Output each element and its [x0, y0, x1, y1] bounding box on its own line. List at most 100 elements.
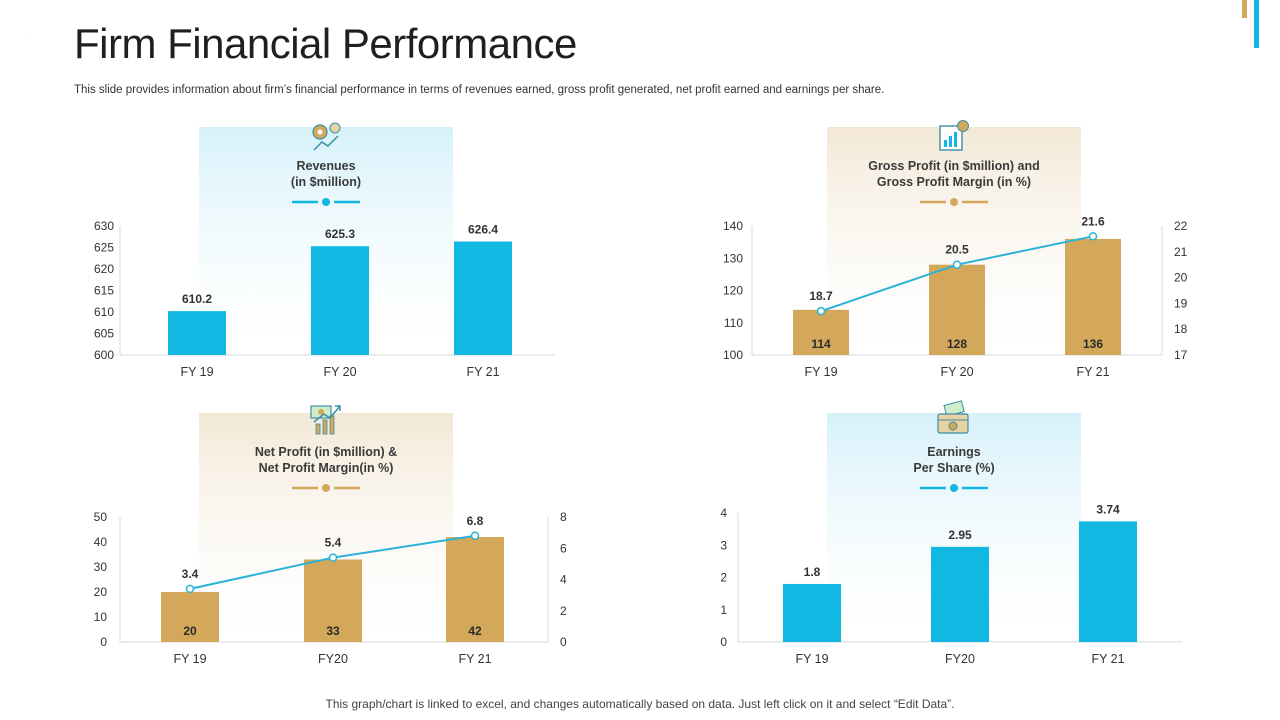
wallet-coin — [948, 421, 958, 431]
x-tick-label: FY 19 — [180, 365, 213, 379]
margin-point — [470, 531, 480, 540]
corner-bar-gold — [1242, 0, 1247, 18]
margin-label: 20.5 — [945, 243, 969, 257]
y2-tick-label: 6 — [560, 541, 567, 555]
bar-revenues — [311, 246, 369, 355]
y-tick-label: 630 — [94, 219, 114, 233]
bar-value-label: 3.74 — [1096, 502, 1120, 516]
bar-eps — [783, 583, 841, 642]
page-subtitle: This slide provides information about fi… — [74, 84, 885, 96]
x-tick-label: FY 21 — [466, 365, 499, 379]
y-tick-label: 605 — [94, 327, 114, 341]
y2-tick-label: 17 — [1174, 348, 1188, 362]
x-tick-label: FY20 — [318, 652, 348, 666]
y-tick-label: 620 — [94, 262, 114, 276]
margin-label: 3.4 — [182, 567, 199, 581]
bar-net-profit — [161, 592, 219, 642]
y-tick-label: 600 — [94, 348, 114, 362]
chart-title-line: Earnings — [927, 445, 981, 459]
bar-value-label: 20 — [183, 624, 197, 638]
footer-note: This graph/chart is linked to excel, and… — [325, 697, 955, 711]
y2-tick-label: 21 — [1174, 245, 1188, 259]
chart-title-line: Net Profit Margin(in %) — [259, 461, 394, 475]
bar-value-label: 1.8 — [804, 565, 821, 579]
gross-profit-icon — [939, 120, 969, 151]
bar-a — [944, 140, 947, 147]
bar-value-label: 33 — [326, 624, 340, 638]
y-tick-label: 3 — [720, 538, 727, 552]
x-tick-label: FY 19 — [173, 652, 206, 666]
gear-hole — [317, 129, 323, 135]
net-profit-chart: Net Profit (in $million) & Net Profit Mar… — [94, 405, 567, 666]
y-tick-label: 0 — [720, 635, 727, 649]
margin-point — [1088, 232, 1098, 241]
y-tick-label: 20 — [94, 585, 108, 599]
y-tick-label: 625 — [94, 241, 114, 255]
y-tick-label: 615 — [94, 284, 114, 298]
y2-tick-label: 4 — [560, 573, 567, 587]
bar-b — [949, 136, 952, 147]
y2-tick-label: 20 — [1174, 271, 1188, 285]
y-tick-label: 4 — [720, 506, 727, 520]
eps-chart: Earnings Per Share (%) 0 1 2 3 4 FY 19 1.8 FY20 2.… — [720, 400, 1182, 666]
bar-eps — [1079, 521, 1137, 642]
bar-revenues — [168, 311, 226, 355]
trend-line — [313, 135, 339, 151]
y-tick-label: 100 — [723, 348, 743, 362]
x-tick-label: FY20 — [945, 652, 975, 666]
bar-gross-profit — [1065, 238, 1121, 355]
x-tick-label: FY 20 — [940, 365, 973, 379]
y2-tick-label: 2 — [560, 604, 567, 618]
gross-profit-chart: Gross Profit (in $million) and Gross Prof… — [723, 120, 1188, 379]
bar-b — [322, 419, 328, 435]
bar-a — [315, 423, 321, 435]
y-tick-label: 40 — [94, 535, 108, 549]
revenues-chart: Revenues (in $million) 600 605 610 615 620 625 6… — [94, 122, 555, 379]
chart-title-line: Per Share (%) — [913, 461, 994, 475]
divider-dot — [950, 484, 958, 492]
margin-point — [328, 553, 338, 562]
cash-coin — [318, 409, 324, 415]
bar-net-profit — [446, 537, 504, 642]
coin-shape — [329, 122, 341, 134]
revenue-icon — [312, 122, 341, 151]
x-tick-label: FY 21 — [1076, 365, 1109, 379]
y-tick-label: 2 — [720, 571, 727, 585]
y-tick-label: 140 — [723, 219, 743, 233]
y2-tick-label: 18 — [1174, 322, 1188, 336]
bar-value-label: 128 — [947, 337, 967, 351]
y2-tick-label: 22 — [1174, 219, 1188, 233]
bar-value-label: 136 — [1083, 337, 1103, 351]
earnings-icon — [937, 400, 969, 434]
bar-value-label: 625.3 — [325, 227, 355, 241]
x-tick-label: FY 19 — [795, 652, 828, 666]
x-tick-label: FY 21 — [1091, 652, 1124, 666]
bar-c — [954, 132, 957, 147]
y-tick-label: 130 — [723, 251, 743, 265]
bar-value-label: 2.95 — [948, 528, 972, 542]
y-tick-label: 50 — [94, 510, 108, 524]
bar-gross-profit — [793, 309, 849, 355]
margin-label: 21.6 — [1081, 214, 1105, 228]
y-tick-label: 30 — [94, 560, 108, 574]
chart-title-line: Revenues — [296, 159, 355, 173]
y2-tick-label: 19 — [1174, 296, 1188, 310]
divider-dot — [322, 484, 330, 492]
bar-eps — [931, 546, 989, 642]
chart-title-line: Net Profit (in $million) & — [255, 445, 397, 459]
coin-shape — [957, 120, 969, 132]
y-tick-label: 110 — [724, 316, 743, 330]
margin-point — [952, 260, 962, 269]
chart-title-line: Gross Profit (in $million) and — [868, 159, 1040, 173]
bar-revenues — [454, 241, 512, 355]
x-tick-label: FY 21 — [458, 652, 491, 666]
y-tick-label: 0 — [100, 635, 107, 649]
bar-net-profit — [304, 559, 362, 642]
bar-value-label: 626.4 — [468, 222, 498, 236]
page-title: Firm Financial Performance — [74, 20, 577, 67]
y2-tick-label: 0 — [560, 635, 567, 649]
y-tick-label: 120 — [723, 284, 743, 298]
margin-label: 6.8 — [467, 514, 484, 528]
corner-bar-blue — [1254, 0, 1259, 48]
chart-title-line: Gross Profit Margin (in %) — [877, 175, 1031, 189]
